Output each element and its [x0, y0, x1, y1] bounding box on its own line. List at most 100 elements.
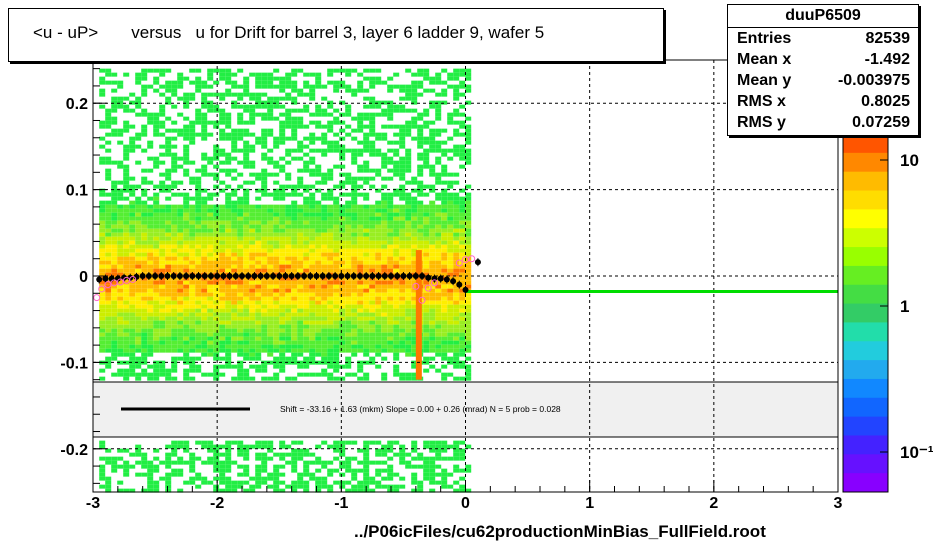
heatmap-cell	[411, 464, 418, 469]
heatmap-cell	[159, 92, 166, 97]
heatmap-cell	[183, 300, 190, 305]
heatmap-cell	[117, 132, 124, 137]
heatmap-cell	[267, 288, 274, 293]
heatmap-cell	[105, 332, 112, 337]
heatmap-cell	[153, 112, 160, 117]
heatmap-cell	[327, 300, 334, 305]
heatmap-cell	[219, 316, 226, 321]
heatmap-cell	[363, 280, 370, 285]
heatmap-cell	[351, 304, 358, 309]
heatmap-cell	[153, 116, 160, 121]
heatmap-cell	[267, 360, 274, 365]
heatmap-cell	[399, 252, 406, 257]
heatmap-cell	[231, 136, 238, 141]
heatmap-cell	[303, 320, 310, 325]
heatmap-cell	[261, 332, 268, 337]
heatmap-cell	[189, 140, 196, 145]
heatmap-cell	[219, 132, 226, 137]
heatmap-cell	[453, 464, 460, 469]
heatmap-cell	[189, 216, 196, 221]
heatmap-cell	[165, 456, 172, 461]
heatmap-cell	[453, 196, 460, 201]
heatmap-cell	[369, 252, 376, 257]
heatmap-cell	[351, 300, 358, 305]
heatmap-cell	[171, 104, 178, 109]
heatmap-cell	[99, 212, 106, 217]
heatmap-cell	[375, 132, 382, 137]
heatmap-cell	[303, 484, 310, 489]
heatmap-cell	[327, 172, 334, 177]
heatmap-cell	[99, 444, 106, 449]
heatmap-cell	[333, 348, 340, 353]
heatmap-cell	[327, 288, 334, 293]
heatmap-cell	[405, 328, 412, 333]
heatmap-cell	[291, 136, 298, 141]
heatmap-cell	[375, 224, 382, 229]
heatmap-cell	[195, 208, 202, 213]
heatmap-cell	[357, 480, 364, 485]
y-tick-label: 0	[79, 269, 88, 286]
heatmap-cell	[213, 320, 220, 325]
heatmap-cell	[333, 332, 340, 337]
heatmap-cell	[141, 256, 148, 261]
heatmap-cell	[231, 340, 238, 345]
heatmap-cell	[321, 256, 328, 261]
heatmap-cell	[447, 272, 454, 277]
colorbar-segment	[843, 416, 888, 436]
heatmap-cell	[387, 312, 394, 317]
heatmap-cell	[357, 484, 364, 489]
heatmap-cell	[237, 160, 244, 165]
heatmap-cell	[417, 456, 424, 461]
heatmap-cell	[357, 120, 364, 125]
heatmap-cell	[231, 244, 238, 249]
heatmap-cell	[195, 88, 202, 93]
heatmap-cell	[159, 144, 166, 149]
heatmap-cell	[309, 296, 316, 301]
heatmap-cell	[213, 332, 220, 337]
heatmap-cell	[375, 256, 382, 261]
heatmap-cell	[363, 264, 370, 269]
heatmap-cell	[339, 164, 346, 169]
heatmap-cell	[411, 280, 418, 285]
heatmap-cell	[165, 348, 172, 353]
heatmap-cell	[387, 440, 394, 445]
heatmap-cell	[327, 340, 334, 345]
heatmap-cell	[363, 320, 370, 325]
heatmap-cell	[213, 456, 220, 461]
heatmap-cell	[363, 192, 370, 197]
heatmap-cell	[111, 316, 118, 321]
heatmap-cell	[273, 220, 280, 225]
heatmap-cell	[195, 484, 202, 489]
heatmap-cell	[249, 144, 256, 149]
heatmap-cell	[249, 108, 256, 113]
heatmap-cell	[219, 480, 226, 485]
heatmap-cell	[375, 228, 382, 233]
heatmap-cell	[303, 200, 310, 205]
heatmap-cell	[177, 256, 184, 261]
heatmap-cell	[387, 216, 394, 221]
heatmap-cell	[207, 72, 214, 77]
heatmap-cell	[465, 368, 472, 373]
heatmap-cell	[399, 208, 406, 213]
heatmap-cell	[303, 308, 310, 313]
heatmap-cell	[219, 312, 226, 317]
heatmap-cell	[123, 264, 130, 269]
heatmap-cell	[429, 272, 436, 277]
heatmap-cell	[279, 132, 286, 137]
heatmap-cell	[201, 116, 208, 121]
heatmap-cell	[255, 308, 262, 313]
heatmap-cell	[333, 84, 340, 89]
heatmap-cell	[315, 236, 322, 241]
heatmap-cell	[183, 308, 190, 313]
heatmap-cell	[399, 308, 406, 313]
heatmap-cell	[273, 468, 280, 473]
heatmap-cell	[105, 296, 112, 301]
heatmap-cell	[219, 460, 226, 465]
heatmap-cell	[339, 480, 346, 485]
heatmap-cell	[261, 324, 268, 329]
heatmap-cell	[273, 300, 280, 305]
heatmap-cell	[369, 168, 376, 173]
heatmap-cell	[399, 328, 406, 333]
heatmap-cell	[333, 308, 340, 313]
heatmap-cell	[225, 120, 232, 125]
